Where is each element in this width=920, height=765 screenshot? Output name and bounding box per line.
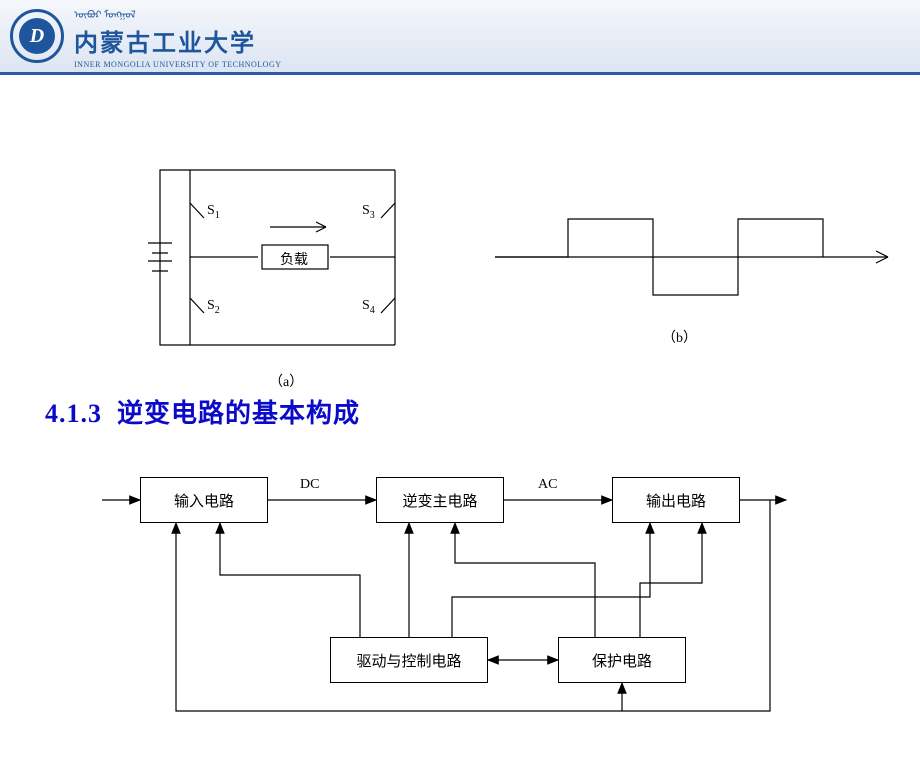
block-protection: 保护电路 [558, 637, 686, 683]
block-main-inverter: 逆变主电路 [376, 477, 504, 523]
emblem-letter: D [19, 18, 55, 54]
university-name-english: INNER MONGOLIA UNIVERSITY OF TECHNOLOGY [74, 60, 282, 69]
ac-label: AC [538, 477, 557, 493]
dc-label: DC [300, 477, 319, 493]
header-banner: D ᠥᠪᠥᠷ ᠮᠣᠩᠭᠣᠯ 内蒙古工业大学 INNER MONGOLIA UNI… [0, 0, 920, 75]
block-input-circuit: 输入电路 [140, 477, 268, 523]
university-name-mongolian: ᠥᠪᠥᠷ ᠮᠣᠩᠭᠣᠯ [74, 3, 282, 21]
block-output-circuit: 输出电路 [612, 477, 740, 523]
university-name-chinese: 内蒙古工业大学 [74, 23, 282, 58]
block-drive-control: 驱动与控制电路 [330, 637, 488, 683]
university-name-block: ᠥᠪᠥᠷ ᠮᠣᠩᠭᠣᠯ 内蒙古工业大学 INNER MONGOLIA UNIVE… [74, 3, 282, 69]
university-emblem: D [10, 9, 64, 63]
